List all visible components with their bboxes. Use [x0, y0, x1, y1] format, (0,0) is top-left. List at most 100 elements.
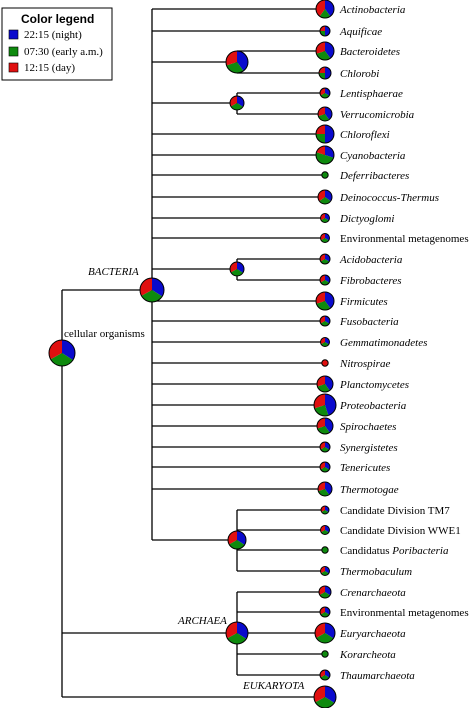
thermotogae-pie — [317, 481, 333, 497]
pie-slice — [230, 103, 243, 110]
pie-outline — [320, 525, 330, 535]
verrucomicrobia-pie — [317, 106, 333, 122]
lentisphaerae-pie — [319, 87, 331, 99]
pie-slice — [321, 571, 329, 576]
pie-slice — [320, 675, 330, 680]
pie-slice — [325, 26, 330, 36]
candidate-division-wwe1-pie — [320, 525, 330, 535]
pie-slice — [320, 93, 330, 98]
pie-slice — [319, 197, 331, 204]
leaf-label-synergistetes: Synergistetes — [340, 442, 398, 454]
pie-slice — [321, 359, 329, 367]
cyanobacteria-pie — [315, 145, 335, 165]
tenericutes-pie — [319, 461, 331, 473]
pie-slice — [320, 26, 325, 31]
leaf-label-thaumarchaeota: Thaumarchaeota — [340, 670, 415, 682]
pie-slice — [320, 280, 330, 285]
pie-slice — [315, 697, 335, 708]
pie-outline — [316, 417, 334, 435]
nitrospirae-pie — [321, 359, 329, 367]
tree-labels: Actinobacteria Aquificae Bacteroidetes Chlo… — [64, 4, 469, 692]
leaf-label-bacteroidetes: Bacteroidetes — [340, 46, 400, 58]
pie-outline — [139, 277, 165, 303]
pie-outline — [319, 315, 331, 327]
pie-slice — [316, 0, 325, 17]
legend-title: Color legend — [21, 12, 94, 26]
pie-outline — [229, 261, 245, 277]
thermobaculum-pie — [320, 566, 330, 576]
bacteria-pie — [139, 277, 165, 303]
pie-slice — [325, 67, 331, 79]
pie-outline — [313, 393, 337, 417]
pie-slice — [325, 394, 336, 416]
pie-outline — [319, 274, 331, 286]
pie-slice — [325, 0, 334, 17]
chlorobi-pie — [318, 66, 332, 80]
synergistetes-pie — [319, 441, 331, 453]
bacteroidetes-pie — [315, 41, 335, 61]
pie-outline — [225, 50, 249, 74]
candidate-division-tm7-pie — [320, 505, 330, 515]
pie-outline — [229, 95, 245, 111]
leaf-label-candidate-division-wwe1: Candidate Division WWE1 — [340, 525, 461, 537]
proteobacteria-pie — [313, 393, 337, 417]
legend-swatch-day — [8, 62, 19, 73]
pie-outline — [321, 650, 329, 658]
pie-slice — [320, 321, 330, 326]
node-label-archaea: ARCHAEA — [177, 615, 227, 627]
pie-outline — [318, 585, 332, 599]
fibrobacteres-pie — [319, 274, 331, 286]
pie-slice — [226, 62, 244, 73]
pie-slice — [325, 146, 334, 158]
pie-slice — [316, 633, 334, 643]
deinococcus-thermus-pie — [317, 189, 333, 205]
pie-slice — [325, 292, 335, 309]
pie-slice — [316, 152, 334, 164]
environmental-metagenomes-pie — [320, 233, 330, 243]
pie-outline — [321, 171, 329, 179]
pie-slice — [325, 107, 333, 120]
pie-outline — [227, 530, 247, 550]
pie-outline — [319, 253, 331, 265]
pie-outline — [319, 606, 331, 618]
pie-outline — [320, 566, 330, 576]
pie-outline — [315, 291, 335, 311]
pie-slice — [317, 376, 325, 387]
leaf-label-candidatus-poribacteria: Candidatus Poribacteria — [340, 545, 449, 557]
legend-label-day: 12:15 (day) — [24, 62, 75, 74]
pie-slice — [319, 592, 331, 598]
aquificae-pie — [319, 25, 331, 37]
legend-label-early-am: 07:30 (early a.m.) — [24, 46, 103, 58]
leaf-label-nitrospirae: Nitrospirae — [339, 358, 390, 370]
pie-slice — [325, 125, 334, 143]
pie-outline — [225, 621, 249, 645]
leaf-label-fusobacteria: Fusobacteria — [339, 316, 399, 328]
node-label-cellular-organisms: cellular organisms — [64, 328, 145, 340]
color-legend: Color legend 22:15 (night) 07:30 (early … — [1, 7, 113, 81]
pie-slice — [50, 353, 73, 367]
pie-outline — [317, 106, 333, 122]
leaf-label-lentisphaerae: Lentisphaerae — [339, 88, 403, 100]
acidobacteria-fibrobacteres-node-pie — [229, 261, 245, 277]
spirochaetes-pie — [316, 417, 334, 435]
bacteroidetes-chlorobi-node-pie — [225, 50, 249, 74]
pie-slice — [320, 612, 330, 617]
leaf-label-deinococcus-thermus: Deinococcus-Thermus — [339, 192, 439, 204]
pie-slice — [325, 482, 332, 495]
pie-slice — [320, 31, 325, 36]
pie-slice — [317, 418, 325, 429]
leaf-label-deferribacteres: Deferribacteres — [339, 170, 409, 182]
pie-slice — [314, 394, 325, 409]
leaf-label-chloroflexi: Chloroflexi — [340, 129, 390, 141]
pie-slice — [321, 546, 329, 554]
eukaryota-pie — [313, 685, 337, 708]
leaf-label-chlorobi: Chlorobi — [340, 68, 379, 80]
planctomycetes-pie — [316, 375, 334, 393]
pie-slice — [229, 540, 245, 549]
leaf-label-tenericutes: Tenericutes — [340, 462, 390, 474]
legend-label-night: 22:15 (night) — [24, 29, 82, 41]
leaf-label-acidobacteria: Acidobacteria — [339, 254, 403, 266]
leaf-label-thermobaculum: Thermobaculum — [340, 566, 412, 578]
